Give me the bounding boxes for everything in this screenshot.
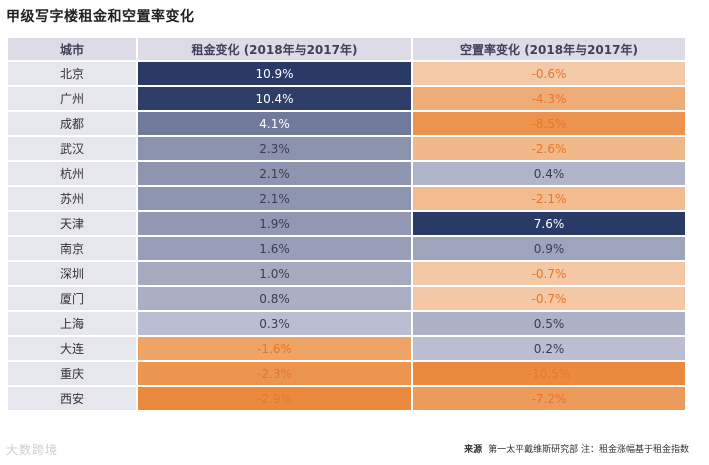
city-label: 西安 bbox=[8, 387, 136, 410]
city-label: 成都 bbox=[8, 112, 136, 135]
city-label: 广州 bbox=[8, 87, 136, 110]
rent-value-cell: 4.1% bbox=[138, 112, 411, 135]
table-row: 天津 1.9% 7.6% bbox=[8, 212, 685, 235]
rent-value-cell: 1.6% bbox=[138, 237, 411, 260]
watermark: 大数跨境 bbox=[6, 443, 59, 457]
city-label: 天津 bbox=[8, 212, 136, 235]
column-header-vacancy: 空置率变化 (2018年与2017年) bbox=[413, 38, 685, 60]
rent-value-cell: 1.0% bbox=[138, 262, 411, 285]
chart-title: 甲级写字楼租金和空置率变化 bbox=[6, 9, 195, 25]
vacancy-value-cell: 0.4% bbox=[413, 162, 685, 185]
vacancy-value-cell: 7.6% bbox=[413, 212, 685, 235]
rent-value-cell: 2.3% bbox=[138, 137, 411, 160]
rent-value-cell: 0.8% bbox=[138, 287, 411, 310]
vacancy-value-cell: -2.1% bbox=[413, 187, 685, 210]
rent-value-cell: 10.9% bbox=[138, 62, 411, 85]
vacancy-value-cell: -2.6% bbox=[413, 137, 685, 160]
source-note: 来源 第一太平戴维斯研究部 注：租金涨幅基于租金指数 bbox=[464, 442, 689, 455]
table-row: 北京 10.9% -0.6% bbox=[8, 62, 685, 85]
vacancy-value-cell: -0.6% bbox=[413, 62, 685, 85]
table-row: 大连 -1.6% 0.2% bbox=[8, 337, 685, 360]
table-row: 重庆 -2.3% -10.5% bbox=[8, 362, 685, 385]
vacancy-value-cell: -4.3% bbox=[413, 87, 685, 110]
table-row: 杭州 2.1% 0.4% bbox=[8, 162, 685, 185]
city-label: 北京 bbox=[8, 62, 136, 85]
city-label: 南京 bbox=[8, 237, 136, 260]
rent-value-cell: 2.1% bbox=[138, 162, 411, 185]
city-label: 大连 bbox=[8, 337, 136, 360]
city-label: 深圳 bbox=[8, 262, 136, 285]
rent-value-cell: -2.9% bbox=[138, 387, 411, 410]
table-row: 成都 4.1% -8.5% bbox=[8, 112, 685, 135]
city-label: 杭州 bbox=[8, 162, 136, 185]
city-label: 苏州 bbox=[8, 187, 136, 210]
rent-value-cell: 10.4% bbox=[138, 87, 411, 110]
table-row: 西安 -2.9% -7.2% bbox=[8, 387, 685, 410]
city-label: 厦门 bbox=[8, 287, 136, 310]
source-text: 第一太平戴维斯研究部 注：租金涨幅基于租金指数 bbox=[488, 445, 689, 455]
column-header-rent: 租金变化 (2018年与2017年) bbox=[138, 38, 411, 60]
heatmap-table: 城市 租金变化 (2018年与2017年) 空置率变化 (2018年与2017年… bbox=[6, 36, 687, 412]
rent-value-cell: 1.9% bbox=[138, 212, 411, 235]
table-row: 厦门 0.8% -0.7% bbox=[8, 287, 685, 310]
table-row: 上海 0.3% 0.5% bbox=[8, 312, 685, 335]
city-label: 上海 bbox=[8, 312, 136, 335]
rent-value-cell: 0.3% bbox=[138, 312, 411, 335]
vacancy-value-cell: -0.7% bbox=[413, 287, 685, 310]
vacancy-value-cell: -10.5% bbox=[413, 362, 685, 385]
rent-value-cell: -1.6% bbox=[138, 337, 411, 360]
vacancy-value-cell: -0.7% bbox=[413, 262, 685, 285]
vacancy-value-cell: 0.5% bbox=[413, 312, 685, 335]
source-label: 来源 bbox=[464, 445, 483, 455]
city-label: 重庆 bbox=[8, 362, 136, 385]
vacancy-value-cell: 0.2% bbox=[413, 337, 685, 360]
column-header-city: 城市 bbox=[8, 38, 136, 60]
vacancy-value-cell: 0.9% bbox=[413, 237, 685, 260]
table-row: 南京 1.6% 0.9% bbox=[8, 237, 685, 260]
vacancy-value-cell: -8.5% bbox=[413, 112, 685, 135]
table-row: 武汉 2.3% -2.6% bbox=[8, 137, 685, 160]
header-row: 城市 租金变化 (2018年与2017年) 空置率变化 (2018年与2017年… bbox=[8, 38, 685, 60]
table-row: 苏州 2.1% -2.1% bbox=[8, 187, 685, 210]
table-row: 广州 10.4% -4.3% bbox=[8, 87, 685, 110]
table-row: 深圳 1.0% -0.7% bbox=[8, 262, 685, 285]
rent-value-cell: -2.3% bbox=[138, 362, 411, 385]
rent-value-cell: 2.1% bbox=[138, 187, 411, 210]
city-label: 武汉 bbox=[8, 137, 136, 160]
vacancy-value-cell: -7.2% bbox=[413, 387, 685, 410]
